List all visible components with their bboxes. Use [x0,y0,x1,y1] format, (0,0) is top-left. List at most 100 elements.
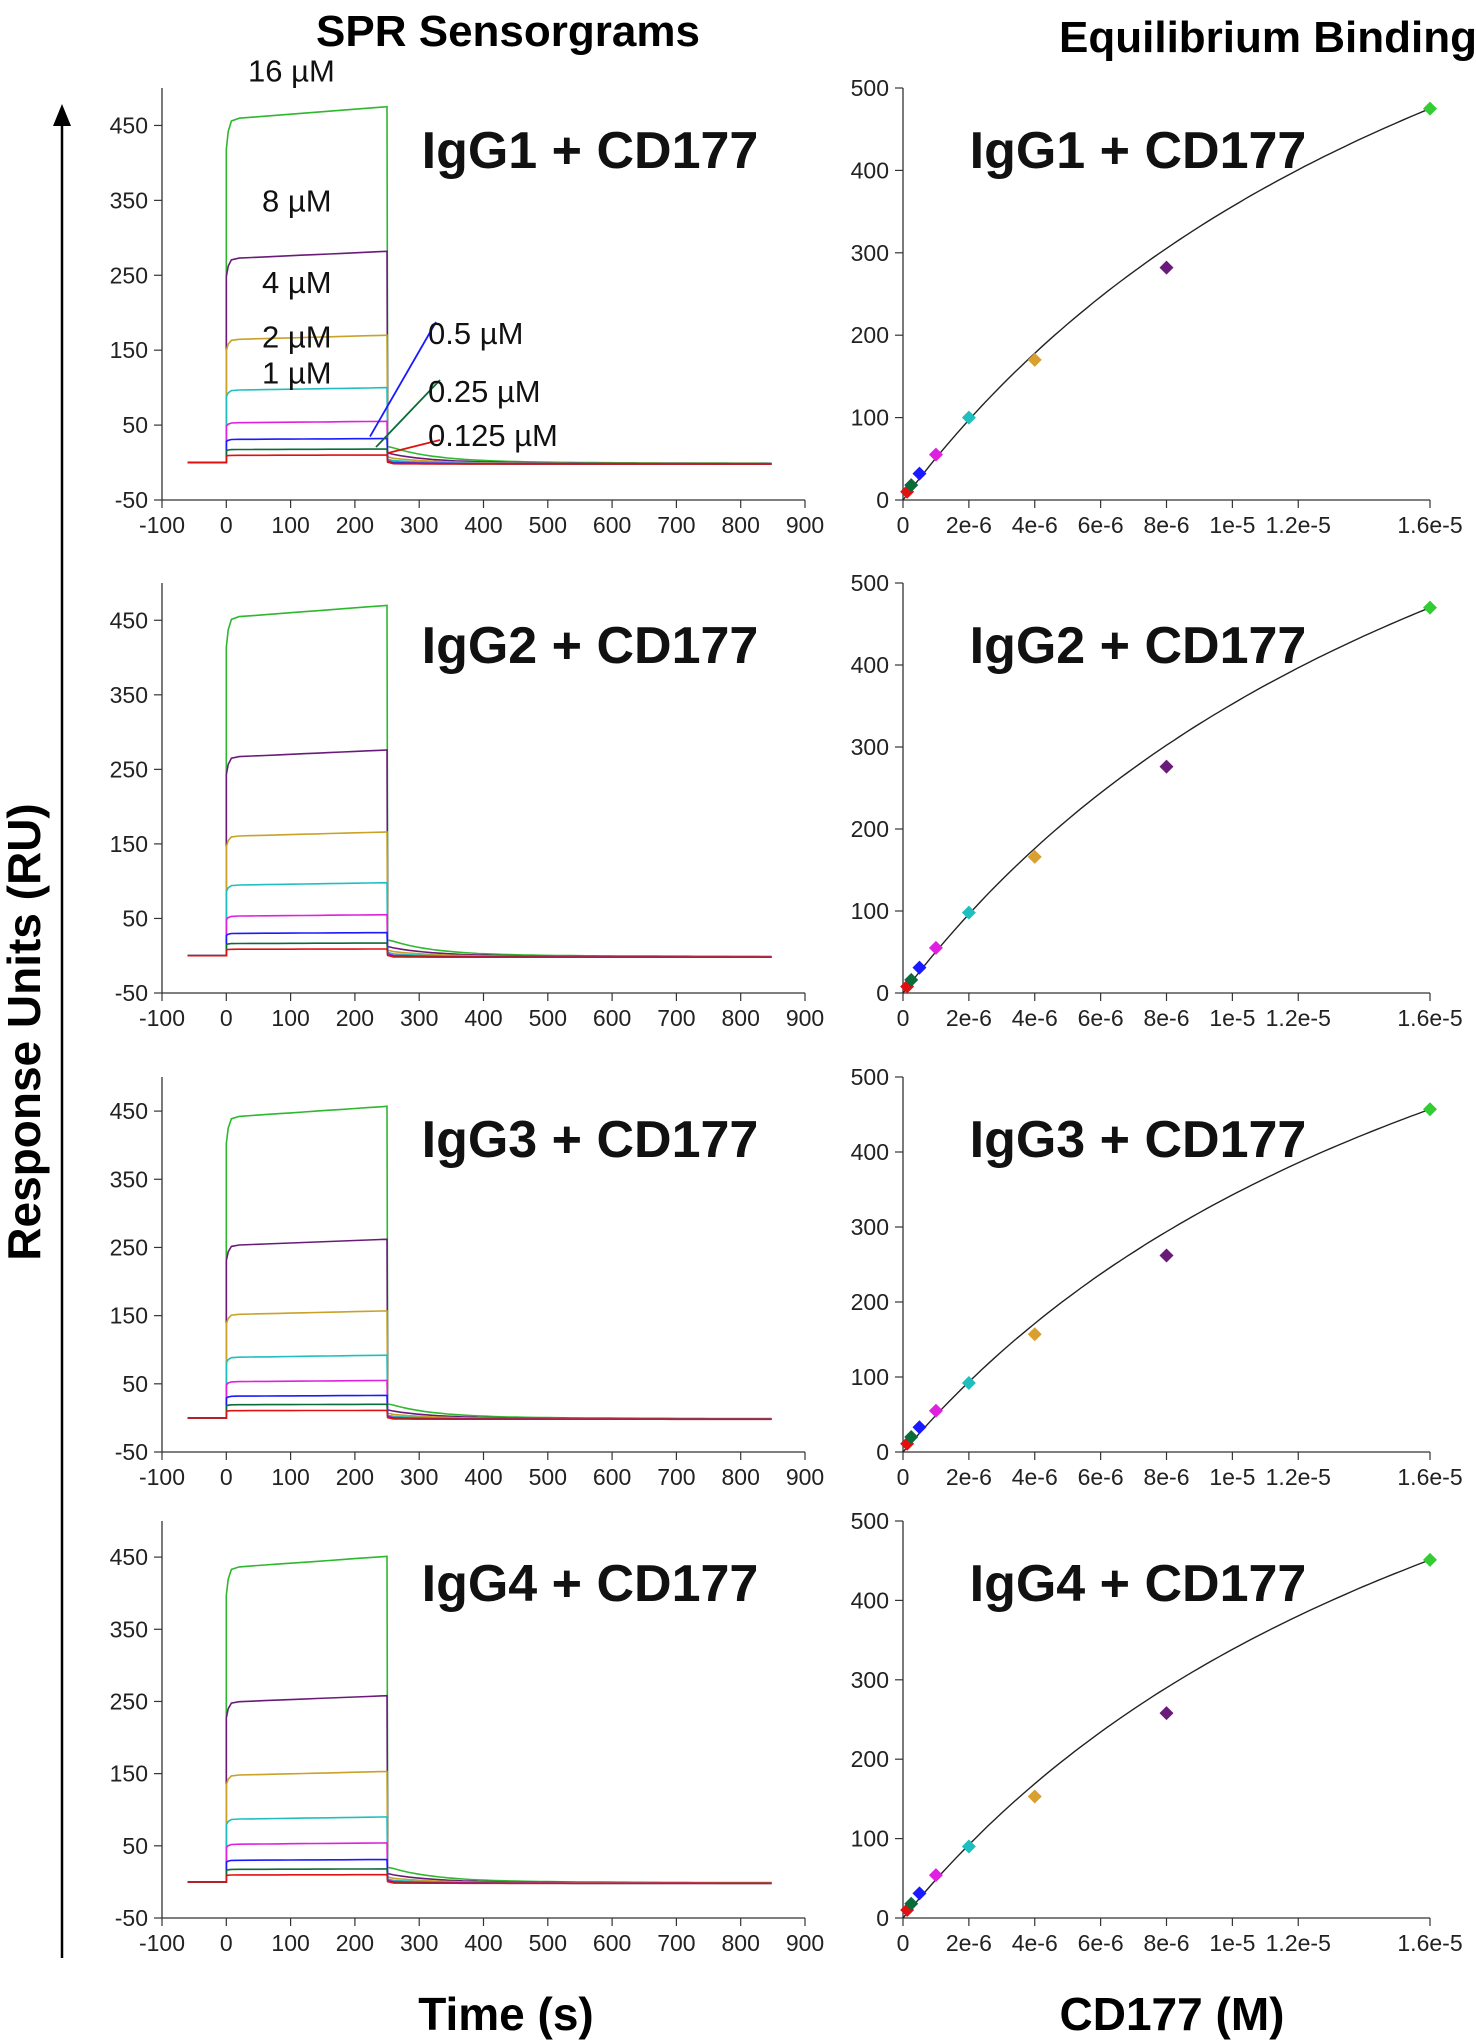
callout-line [369,321,437,438]
x-tick-label: 700 [657,1005,695,1031]
sensorgram-title: IgG4 + CD177 [422,1555,759,1613]
y-tick-label: -50 [115,980,148,1006]
x-tick-label: 900 [786,512,824,538]
data-point [904,972,919,987]
y-tick-label: 350 [110,1166,148,1192]
y-tick-label: 450 [110,112,148,138]
data-point [928,447,943,462]
x-tick-label: 4e-6 [1012,1464,1058,1490]
data-point [1027,849,1042,864]
data-point [1423,1552,1437,1567]
data-point [912,1420,927,1435]
y-tick-label: 250 [110,1234,148,1260]
x-tick-label: 900 [786,1005,824,1031]
sensorgram-curve-0125M [187,1873,772,1885]
y-tick-label: 150 [110,337,148,363]
sensorgram-title: IgG3 + CD177 [422,1111,759,1169]
x-tick-label: 100 [271,1464,309,1490]
binding-title: IgG2 + CD177 [970,617,1307,675]
y-tick-label: 50 [122,1371,148,1397]
y-tick-label: 500 [851,1508,889,1534]
y-axis-label: Response Units (RU) [0,803,50,1260]
fit-curve [902,1108,1431,1453]
y-tick-label: 450 [110,1544,148,1570]
y-tick-label: 500 [851,1064,889,1090]
x-tick-label: 0 [220,1930,233,1956]
sensorgram-curve-2M [187,881,772,958]
x-tick-label: 6e-6 [1078,1930,1124,1956]
data-point [904,478,919,493]
data-point [1159,1248,1174,1263]
data-point [1423,1102,1437,1117]
y-tick-label: 350 [110,1616,148,1642]
sensorgram-curve-0125M [187,454,772,465]
x-tick-label: 300 [400,1005,438,1031]
sensorgram-title: IgG1 + CD177 [422,122,759,180]
x-tick-label: 8e-6 [1143,1464,1189,1490]
sensorgram-curve-2M [187,1816,772,1884]
x-tick-label: 0 [220,1464,233,1490]
data-point [1159,759,1174,774]
y-tick-label: 200 [851,322,889,348]
x-tick-label: 1e-5 [1209,512,1255,538]
right-column-title: Equilibrium Binding [1059,13,1476,62]
data-point [912,1886,927,1901]
y-tick-label: 100 [851,1826,889,1852]
concentration-label: 16 µM [248,54,335,89]
y-tick-label: 0 [876,1439,889,1465]
data-point [1159,260,1174,275]
y-tick-label: -50 [115,1439,148,1465]
data-point [928,940,943,955]
x-tick-label: 400 [464,512,502,538]
data-point [1027,1327,1042,1342]
y-tick-label: 300 [851,240,889,266]
concentration-label: 0.25 µM [428,374,541,409]
x-tick-label: 900 [786,1464,824,1490]
callout-line [375,379,441,448]
sensorgram-curve-4M [187,1770,772,1884]
binding-panel-4: 0 100 200 300 400 500 0 2e-6 4e-6 6e-6 8e-6 1e-5 1.2… [851,1508,1463,1956]
binding-panel-2: 0 100 200 300 400 500 0 2e-6 4e-6 6e-6 8e-6 1e-5 1.2… [851,570,1463,1031]
concentration-label: 2 µM [262,320,332,355]
sensorgram-curve-0125M [187,948,772,958]
y-tick-label: 250 [110,1688,148,1714]
y-tick-label: 50 [122,905,148,931]
y-tick-label: 200 [851,1289,889,1315]
y-tick-label: 250 [110,262,148,288]
y-tick-label: 450 [110,1098,148,1124]
x-tick-label: 1.6e-5 [1397,1005,1462,1031]
sensorgram-panel-1: -50 50 150 250 350 450 -100 0 100 200 300 400 500 600… [110,54,825,538]
y-tick-label: 0 [876,980,889,1006]
x-axis-label-concentration: CD177 (M) [1060,1988,1285,2040]
x-tick-label: 1e-5 [1209,1930,1255,1956]
concentration-label: 4 µM [262,265,332,300]
x-tick-label: 600 [593,512,631,538]
y-tick-label: 100 [851,898,889,924]
y-tick-label: 400 [851,1587,889,1613]
x-tick-label: 600 [593,1464,631,1490]
x-tick-label: 1e-5 [1209,1005,1255,1031]
x-tick-label: 1.2e-5 [1266,1005,1331,1031]
concentration-label: 8 µM [262,183,332,218]
x-tick-label: 0 [897,1930,910,1956]
binding-title: IgG1 + CD177 [970,122,1307,180]
y-tick-label: 350 [110,187,148,213]
data-point [904,1896,919,1911]
x-tick-label: 300 [400,1930,438,1956]
y-tick-label: 400 [851,652,889,678]
callout-line [387,439,441,454]
x-tick-label: 8e-6 [1143,1005,1189,1031]
x-tick-label: 1.6e-5 [1397,512,1462,538]
y-tick-label: 0 [876,487,889,513]
x-tick-label: 200 [336,512,374,538]
y-tick-label: 50 [122,412,148,438]
sensorgram-curve-2M [187,1354,772,1420]
y-tick-label: 400 [851,157,889,183]
x-tick-label: 2e-6 [946,1005,992,1031]
x-tick-label: 1.2e-5 [1266,1464,1331,1490]
x-tick-label: 100 [271,1005,309,1031]
data-point [1423,600,1437,615]
x-tick-label: 800 [722,512,760,538]
x-tick-label: 2e-6 [946,1464,992,1490]
x-tick-label: 500 [529,512,567,538]
